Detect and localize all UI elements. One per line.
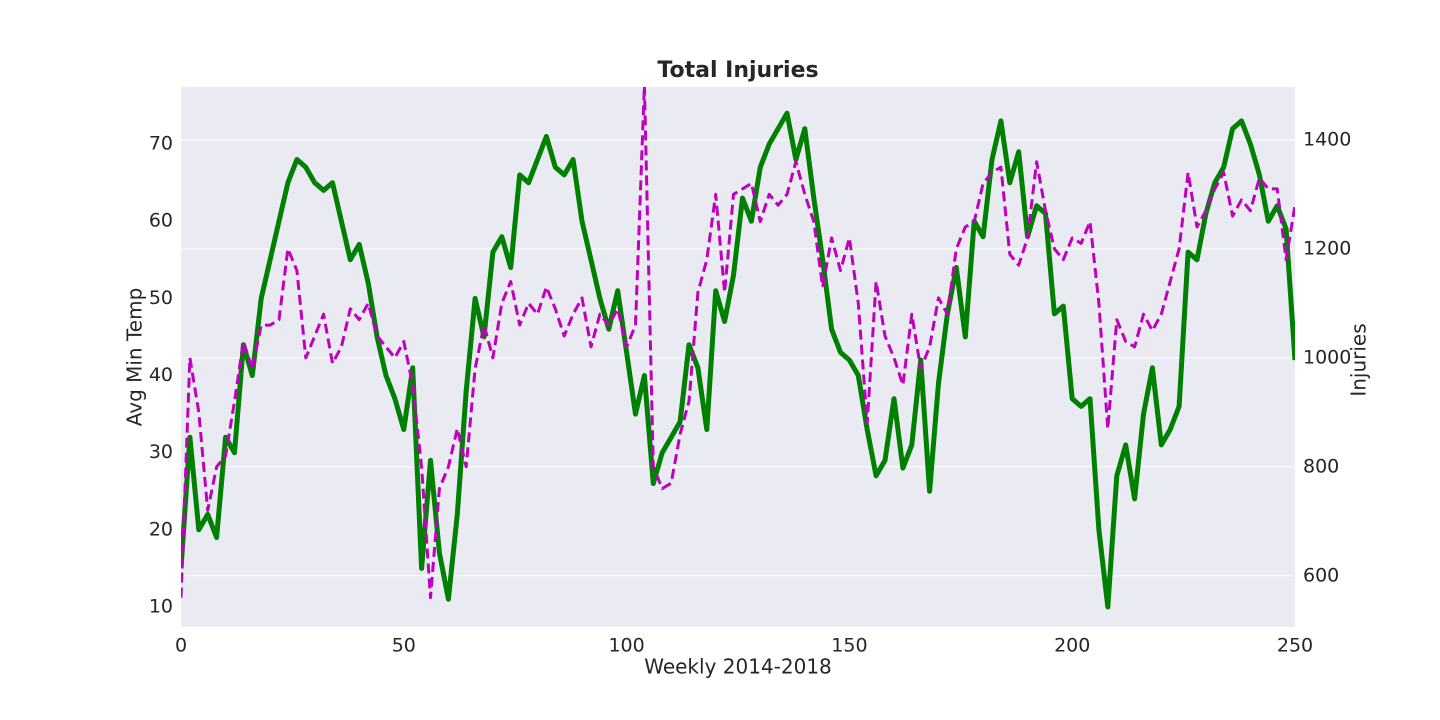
data-line — [181, 87, 1295, 600]
y-tick-label: 70 — [149, 133, 173, 155]
y2-tick-label: 600 — [1303, 564, 1339, 586]
y-tick-label: 60 — [149, 210, 173, 232]
x-tick-label: 0 — [175, 635, 187, 657]
y2-tick-label: 800 — [1303, 455, 1339, 477]
x-tick-label: 50 — [392, 635, 416, 657]
y-tick-label: 40 — [149, 364, 173, 386]
y-tick-label: 10 — [149, 595, 173, 617]
y2-tick-label: 1000 — [1303, 346, 1351, 368]
x-tick-label: 150 — [831, 635, 867, 657]
y2-axis-label: Injuries — [1347, 323, 1371, 396]
x-axis-label: Weekly 2014-2018 — [644, 655, 832, 679]
x-tick-label: 100 — [608, 635, 644, 657]
y-tick-label: 20 — [149, 518, 173, 540]
chart-title: Total Injuries — [657, 58, 818, 83]
y-axis-label: Avg Min Temp — [123, 288, 147, 427]
x-tick-label: 200 — [1054, 635, 1090, 657]
y-tick-label: 50 — [149, 287, 173, 309]
y-tick-label: 30 — [149, 441, 173, 463]
plot-lines — [181, 87, 1295, 610]
data-line — [181, 110, 1295, 610]
x-tick-label: 250 — [1277, 635, 1313, 657]
y2-tick-label: 1400 — [1303, 128, 1351, 150]
y2-tick-label: 1200 — [1303, 237, 1351, 259]
plot-area — [181, 87, 1295, 627]
